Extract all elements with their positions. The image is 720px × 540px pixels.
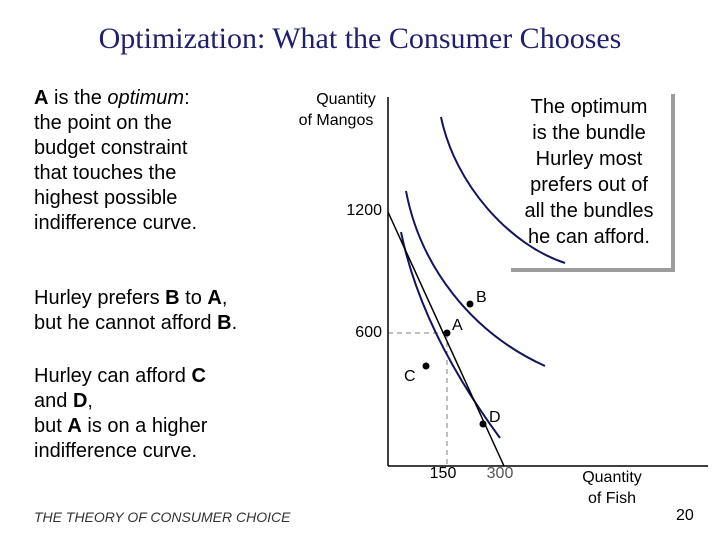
point-d-marker bbox=[479, 420, 487, 428]
points-cd-line-1: Hurley can afford C bbox=[34, 365, 206, 387]
point-b-marker bbox=[466, 300, 474, 308]
point-b-line-1: Hurley prefers B to A, bbox=[34, 287, 228, 309]
point-a-marker bbox=[443, 329, 451, 337]
budget-constraint-line bbox=[387, 211, 505, 467]
y-tick-1200: 1200 bbox=[346, 202, 382, 219]
points-cd-explanation: Hurley can afford C and D, but A is on a… bbox=[34, 364, 207, 464]
points-cd-line-3: but A is on a higher bbox=[34, 415, 208, 437]
slide-title: Optimization: What the Consumer Chooses bbox=[98, 22, 622, 55]
point-b-label: B bbox=[476, 289, 487, 306]
footer-text: THE THEORY OF CONSUMER CHOICE bbox=[34, 509, 291, 525]
point-b-line-2: but he cannot afford B. bbox=[34, 312, 238, 334]
optimum-line-2: the point on the bbox=[34, 112, 172, 134]
y-tick-600: 600 bbox=[355, 324, 382, 341]
point-a-label: A bbox=[452, 317, 463, 334]
points-cd-line-4: indifference curve. bbox=[34, 440, 198, 462]
callout-line-1: The optimum bbox=[530, 96, 648, 118]
optimum-line-5: highest possible bbox=[34, 187, 178, 209]
x-tick-150: 150 bbox=[430, 465, 457, 482]
y-axis-label-line-2: of Mangos bbox=[299, 112, 374, 129]
optimum-line-6: indifference curve. bbox=[34, 212, 198, 234]
callout-line-4: prefers out of bbox=[530, 174, 648, 196]
callout-line-2: is the bundle bbox=[532, 122, 646, 144]
points-cd-line-2: and D, bbox=[34, 390, 93, 412]
page-number: 20 bbox=[676, 507, 694, 524]
optimum-definition: A is the optimum: the point on the budge… bbox=[34, 86, 197, 236]
indifference-curve-low bbox=[400, 231, 501, 439]
y-axis-label-line-1: Quantity bbox=[316, 91, 376, 108]
point-d-label: D bbox=[489, 409, 501, 426]
callout-line-6: he can afford. bbox=[528, 226, 650, 248]
x-tick-300: 300 bbox=[487, 465, 514, 482]
optimum-line-3: budget constraint bbox=[34, 137, 188, 159]
optimum-line-1: A is the optimum: bbox=[34, 87, 190, 109]
callout-line-3: Hurley most bbox=[535, 148, 643, 170]
x-axis-label-line-2: of Fish bbox=[588, 490, 636, 507]
callout-line-5: all the bundles bbox=[524, 200, 654, 222]
point-b-explanation: Hurley prefers B to A, but he cannot aff… bbox=[34, 286, 237, 336]
indifference-curve-high bbox=[440, 116, 566, 264]
optimum-callout-box: The optimum is the bundle Hurley most pr… bbox=[507, 90, 671, 268]
optimum-line-4: that touches the bbox=[34, 162, 177, 184]
point-c-marker bbox=[422, 362, 430, 370]
x-axis-label-line-1: Quantity bbox=[582, 469, 642, 486]
point-c-label: C bbox=[404, 368, 416, 385]
indifference-curve-middle bbox=[405, 190, 546, 367]
